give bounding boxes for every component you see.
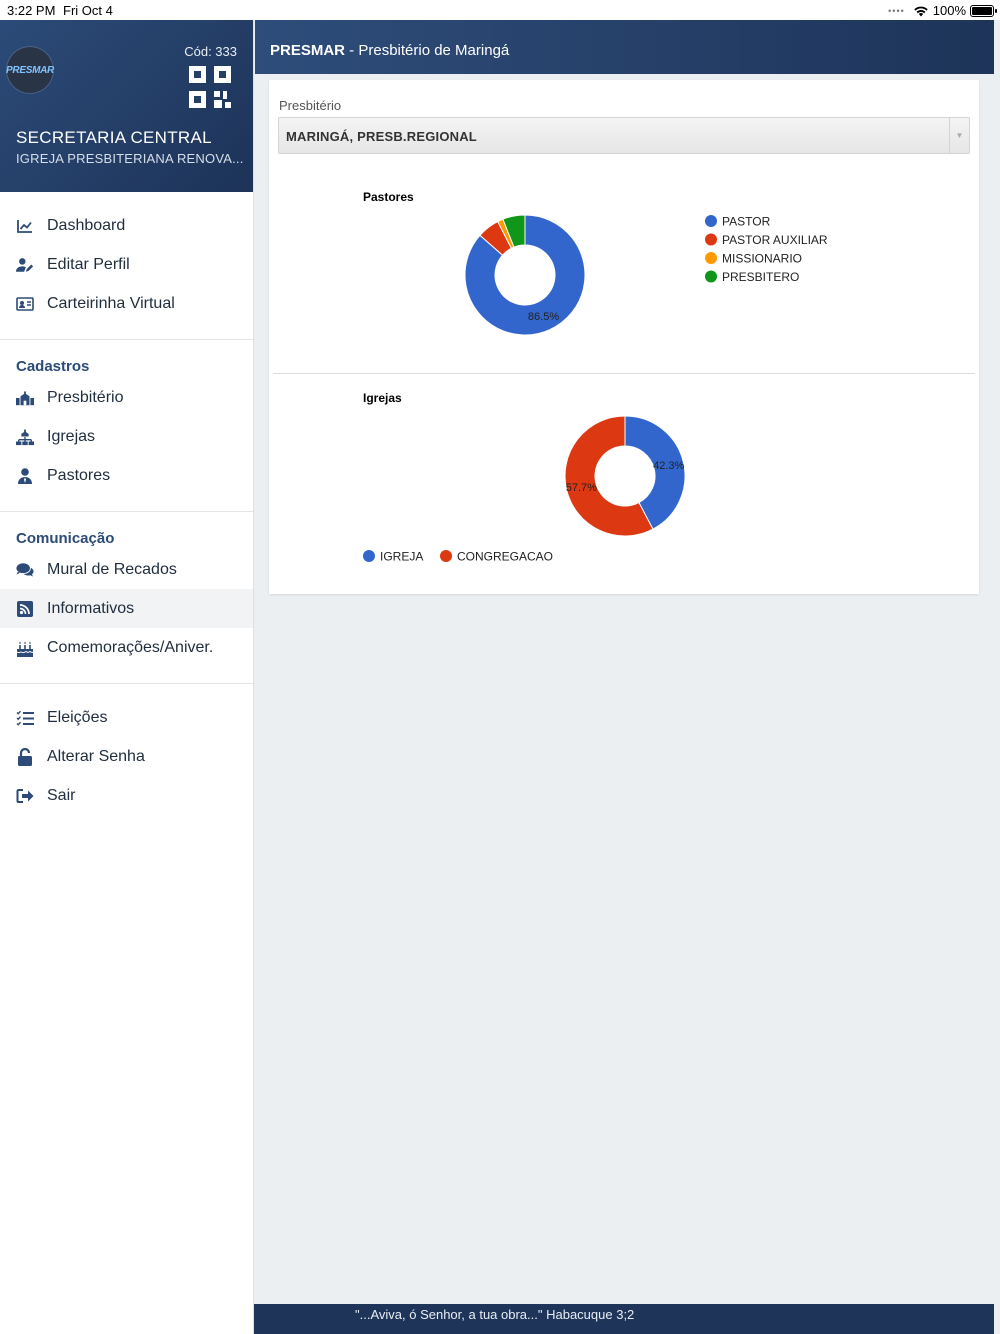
pastores-chart: Pastores 86.5% PASTOR PASTOR AUXILIAR MISSIO… — [363, 190, 828, 336]
brand-name: PRESMAR — [270, 42, 346, 59]
svg-text:CONGREGACAO: CONGREGACAO — [457, 550, 553, 564]
sign-out-icon — [16, 787, 34, 805]
chart-title-igrejas: Igrejas — [363, 391, 402, 405]
battery-icon — [970, 4, 997, 17]
status-time: 3:22 PM — [7, 3, 56, 18]
data-label-igreja: 42.3% — [653, 460, 684, 472]
presbiterio-select-value: MARINGÁ, PRESB.REGIONAL — [286, 129, 477, 144]
menu-comunicacao: Comunicação Mural de Recados Informativo… — [0, 512, 253, 684]
menu-main: Dashboard Editar Perfil Carteirinha Virt… — [0, 192, 253, 340]
legend-item-pastor-auxiliar[interactable]: PASTOR AUXILIAR — [705, 233, 828, 247]
dashboard-card: Presbitério MARINGÁ, PRESB.REGIONAL ▼ Pa… — [269, 80, 979, 594]
profile-code: Cód: 333 — [184, 44, 237, 59]
menu-item-comemoracoes[interactable]: Comemorações/Aniver. — [0, 628, 253, 667]
status-date: Fri Oct 4 — [63, 3, 113, 18]
section-title-cadastros: Cadastros — [16, 357, 90, 375]
menu-cadastros: Cadastros Presbitério Igrejas Pastores — [0, 340, 253, 512]
presmar-logo: PRESMAR — [6, 47, 54, 93]
battery-percent: 100% — [932, 3, 966, 18]
qr-code-icon[interactable] — [189, 66, 231, 108]
menu-item-eleicoes[interactable]: Eleições — [0, 698, 253, 737]
legend-item-congregacao[interactable]: CONGREGACAO — [440, 550, 553, 564]
profile-header: PRESMAR Cód: 333 SECRETARIA CENTRAL IGRE… — [0, 20, 253, 192]
slice-igreja[interactable] — [624, 415, 686, 530]
status-bar: 3:22 PM Fri Oct 4 •••• 100% — [0, 0, 1000, 20]
sitemap-icon — [16, 428, 34, 446]
unlock-icon — [16, 747, 34, 766]
slice-pastor[interactable] — [464, 214, 586, 336]
svg-text:PASTOR AUXILIAR: PASTOR AUXILIAR — [722, 233, 828, 247]
menu-item-carteirinha[interactable]: Carteirinha Virtual — [0, 284, 253, 323]
slice-congregacao[interactable] — [564, 415, 654, 537]
svg-text:MISSIONARIO: MISSIONARIO — [722, 252, 802, 266]
svg-text:PRESBITERO: PRESBITERO — [722, 270, 799, 284]
menu-item-informativos[interactable]: Informativos — [0, 589, 253, 628]
divider — [273, 373, 975, 374]
svg-text:PASTOR: PASTOR — [722, 215, 771, 229]
status-right: •••• 100% — [888, 3, 997, 18]
section-title-comunicacao: Comunicação — [16, 529, 115, 547]
legend-item-presbitero[interactable]: PRESBITERO — [705, 270, 799, 284]
menu-other: Eleições Alterar Senha Sair — [0, 684, 253, 815]
menu-item-presbiterio[interactable]: Presbitério — [0, 378, 253, 417]
menu-item-pastores[interactable]: Pastores — [0, 456, 253, 495]
legend-item-pastor[interactable]: PASTOR — [705, 215, 771, 229]
data-label-congregacao: 57.7% — [566, 482, 597, 494]
slice-presbitero[interactable] — [502, 214, 526, 248]
menu-item-alterar-senha[interactable]: Alterar Senha — [0, 737, 253, 776]
id-card-icon — [16, 295, 34, 313]
data-label-pastor: 86.5% — [528, 311, 559, 323]
birthday-cake-icon — [16, 639, 34, 657]
menu-item-igrejas[interactable]: Igrejas — [0, 417, 253, 456]
user-edit-icon — [16, 256, 34, 274]
presbiterio-label: Presbitério — [279, 98, 342, 113]
menu-item-dashboard[interactable]: Dashboard — [0, 206, 253, 245]
footer-verse: "...Aviva, ó Senhor, a tua obra..." Haba… — [355, 1307, 635, 1322]
church-icon — [16, 389, 34, 407]
profile-title: SECRETARIA CENTRAL — [16, 128, 212, 147]
signal-dots-icon: •••• — [888, 5, 905, 16]
chevron-down-icon: ▼ — [949, 118, 969, 153]
rss-icon — [16, 600, 34, 618]
sidebar: PRESMAR Cód: 333 SECRETARIA CENTRAL IGRE… — [0, 20, 254, 1334]
igrejas-chart: Igrejas 42.3% 57.7% IGREJA CONGREGACAO — [363, 391, 686, 564]
menu-item-mural[interactable]: Mural de Recados — [0, 550, 253, 589]
presbiterio-select[interactable]: MARINGÁ, PRESB.REGIONAL ▼ — [278, 117, 970, 154]
header-title: - Presbitério de Maringá — [345, 42, 510, 59]
comments-icon — [16, 561, 34, 579]
svg-text:IGREJA: IGREJA — [380, 550, 423, 564]
tasks-icon — [16, 709, 34, 727]
profile-subtitle: IGREJA PRESBITERIANA RENOVA... — [16, 151, 244, 166]
menu-item-sair[interactable]: Sair — [0, 776, 253, 815]
legend-item-igreja[interactable]: IGREJA — [363, 550, 423, 564]
chart-title-pastores: Pastores — [363, 190, 414, 204]
top-header: PRESMAR - Presbitério de Maringá — [255, 20, 994, 74]
page-title: PRESMAR - Presbitério de Maringá — [270, 42, 509, 59]
footer: "...Aviva, ó Senhor, a tua obra..." Haba… — [254, 1304, 994, 1334]
chart-line-icon — [16, 217, 34, 235]
user-tie-icon — [16, 467, 34, 485]
wifi-icon — [914, 6, 928, 16]
legend-item-missionario[interactable]: MISSIONARIO — [705, 252, 802, 266]
menu-item-editar-perfil[interactable]: Editar Perfil — [0, 245, 253, 284]
